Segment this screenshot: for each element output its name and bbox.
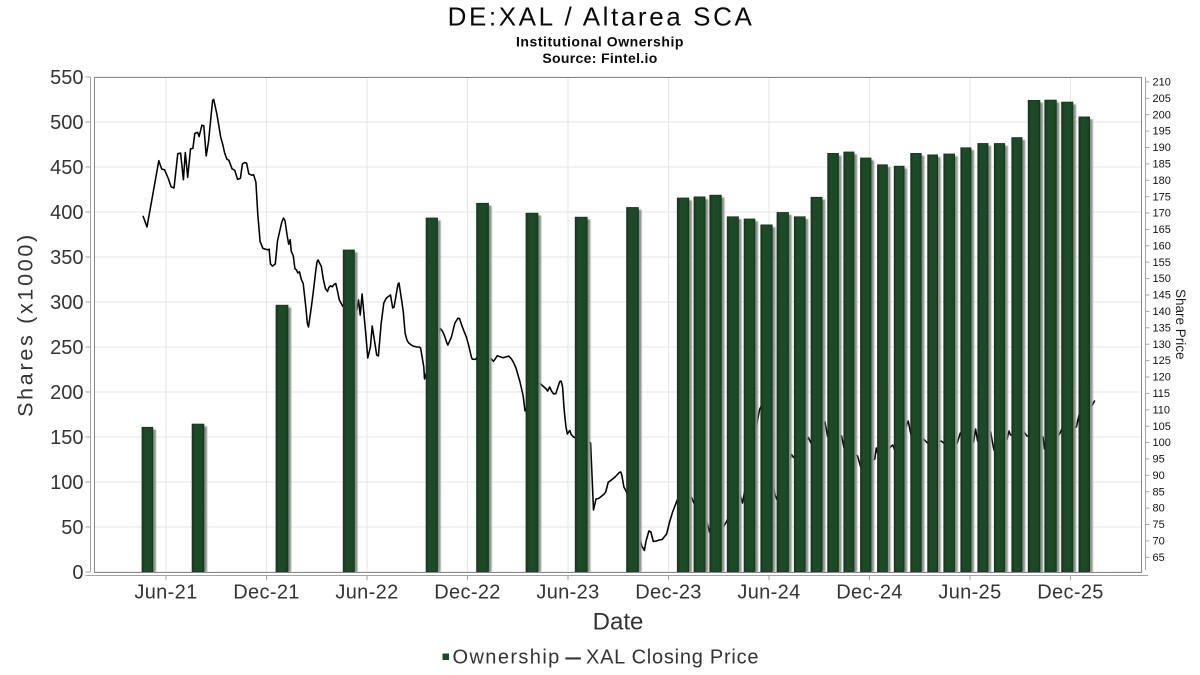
svg-text:Dec-22: Dec-22 [434,582,501,604]
svg-text:400: 400 [50,202,83,224]
svg-text:115: 115 [1153,388,1171,400]
svg-text:Jun-22: Jun-22 [335,582,398,604]
svg-text:150: 150 [1153,273,1171,285]
svg-text:Jun-23: Jun-23 [536,582,599,604]
svg-text:100: 100 [1153,437,1171,449]
svg-text:75: 75 [1153,519,1165,531]
svg-text:70: 70 [1153,536,1165,548]
svg-text:Shares (x1000): Shares (x1000) [14,232,38,417]
svg-text:Ownership: Ownership [453,647,561,669]
svg-text:65: 65 [1153,552,1165,564]
svg-text:155: 155 [1153,257,1171,269]
svg-text:200: 200 [1153,109,1171,121]
svg-text:190: 190 [1153,142,1171,154]
svg-text:550: 550 [50,67,83,89]
svg-text:95: 95 [1153,454,1165,466]
svg-text:195: 195 [1153,126,1171,138]
svg-text:120: 120 [1153,372,1171,384]
svg-text:Dec-24: Dec-24 [836,582,903,604]
svg-text:Institutional Ownership: Institutional Ownership [516,34,684,50]
svg-text:450: 450 [50,157,83,179]
svg-text:Jun-24: Jun-24 [737,582,800,604]
svg-text:Dec-23: Dec-23 [635,582,702,604]
svg-text:0: 0 [72,562,83,584]
svg-text:50: 50 [61,517,83,539]
svg-text:170: 170 [1153,208,1171,220]
svg-text:90: 90 [1153,470,1165,482]
svg-text:Share Price: Share Price [1173,289,1188,360]
svg-text:Date: Date [593,609,644,636]
svg-text:350: 350 [50,247,83,269]
svg-text:180: 180 [1153,175,1171,187]
svg-text:160: 160 [1153,240,1171,252]
svg-text:135: 135 [1153,322,1171,334]
svg-text:Dec-21: Dec-21 [233,582,300,604]
svg-text:205: 205 [1153,93,1171,105]
svg-text:200: 200 [50,382,83,404]
svg-text:250: 250 [50,337,83,359]
svg-text:Dec-25: Dec-25 [1037,582,1104,604]
svg-text:300: 300 [50,292,83,314]
svg-text:DE:XAL / Altarea SCA: DE:XAL / Altarea SCA [448,2,755,32]
svg-text:165: 165 [1153,224,1171,236]
svg-text:125: 125 [1153,355,1171,367]
svg-text:130: 130 [1153,339,1171,351]
svg-text:175: 175 [1153,191,1171,203]
svg-text:Source: Fintel.io: Source: Fintel.io [542,50,657,66]
svg-text:110: 110 [1153,404,1171,416]
svg-text:150: 150 [50,427,83,449]
svg-text:145: 145 [1153,290,1171,302]
svg-text:210: 210 [1153,77,1171,89]
svg-text:100: 100 [50,472,83,494]
svg-text:140: 140 [1153,306,1171,318]
svg-text:500: 500 [50,112,83,134]
svg-text:80: 80 [1153,503,1165,515]
svg-text:185: 185 [1153,159,1171,171]
svg-text:105: 105 [1153,421,1171,433]
svg-text:Jun-21: Jun-21 [134,582,197,604]
svg-text:XAL Closing Price: XAL Closing Price [586,647,759,669]
svg-text:85: 85 [1153,486,1165,498]
svg-text:Jun-25: Jun-25 [938,582,1001,604]
